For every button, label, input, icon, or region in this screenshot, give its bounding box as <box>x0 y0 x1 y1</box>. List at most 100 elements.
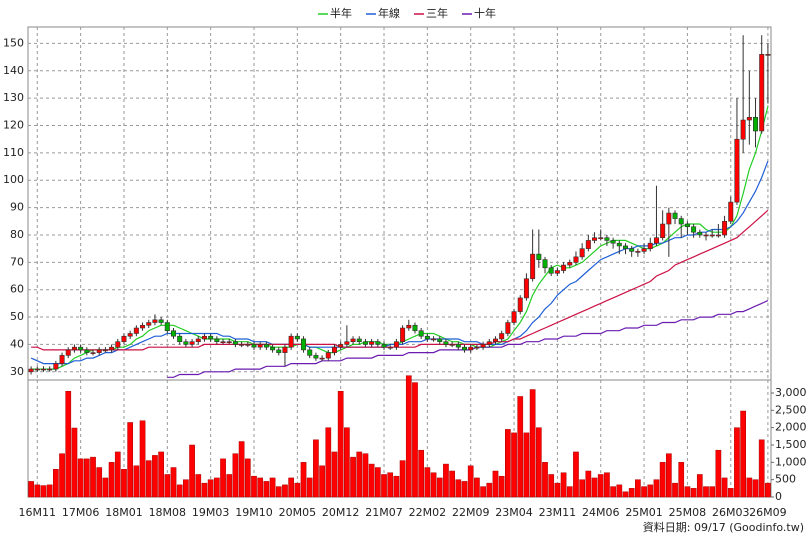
y-tick-label: 140 <box>3 64 24 77</box>
candle-body <box>492 338 498 342</box>
y-tick-label: 50 <box>10 310 24 323</box>
volume-bar <box>696 474 703 498</box>
y-tick-label: 90 <box>10 201 24 214</box>
candle-body <box>728 201 734 222</box>
volume-bar <box>405 375 412 498</box>
candle-body <box>133 327 139 334</box>
volume-bar <box>114 451 121 498</box>
candle-body <box>561 264 567 271</box>
volume-bar <box>300 462 307 498</box>
volume-bar <box>498 475 505 498</box>
y-tick-label: 30 <box>10 365 24 378</box>
volume-bar <box>449 470 455 498</box>
volume-bar <box>641 486 647 498</box>
candle-body <box>536 253 542 260</box>
volume-bar <box>554 482 561 498</box>
x-tick-label: 18M08 <box>149 506 187 519</box>
volume-bar <box>102 477 109 498</box>
candle-body <box>554 270 560 274</box>
volume-bar <box>734 427 740 498</box>
volume-bar <box>597 474 604 498</box>
candle-body <box>127 333 133 337</box>
candle-body <box>331 346 337 353</box>
volume-bar <box>727 488 734 498</box>
candle-body <box>530 253 536 280</box>
candle-body <box>78 346 84 351</box>
volume-bar <box>34 484 41 498</box>
candle-body <box>517 297 523 312</box>
volume-bar <box>628 488 635 498</box>
volume-bar <box>573 451 579 498</box>
x-tick-label: 26M03 <box>712 506 750 519</box>
candle-body <box>282 346 288 353</box>
volume-bar <box>461 481 468 498</box>
candle-body <box>462 346 468 351</box>
volume-bar <box>715 449 722 498</box>
candle-body <box>177 335 183 342</box>
volume-bar <box>238 441 245 498</box>
volume-bar <box>344 427 350 498</box>
candle-body <box>325 352 331 359</box>
x-tick-label: 25M08 <box>669 506 707 519</box>
volume-bar <box>591 477 598 498</box>
candle-body <box>53 363 59 370</box>
volume-bar <box>65 391 72 498</box>
y2-tick-label: 1,000 <box>775 455 807 468</box>
candle-body <box>189 341 195 345</box>
candle-body <box>684 223 690 228</box>
candle-body <box>102 349 108 352</box>
volume-bar <box>678 462 685 498</box>
candle-body <box>251 344 257 348</box>
y-tick-label: 40 <box>10 337 24 350</box>
volume-bar <box>368 463 375 498</box>
x-tick-label: 21M07 <box>365 506 403 519</box>
x-tick-label: 19M10 <box>235 506 273 519</box>
volume-bar <box>393 475 400 498</box>
candle-body <box>362 341 368 345</box>
candle-body <box>257 344 263 348</box>
volume-bar <box>659 462 666 498</box>
x-tick-label: 20M05 <box>279 506 317 519</box>
candle-body <box>734 138 740 203</box>
volume-bar <box>319 465 325 498</box>
x-tick-label: 17M06 <box>62 506 100 519</box>
volume-bar <box>158 451 164 498</box>
volume-bar <box>121 469 127 498</box>
candle-body <box>232 341 238 345</box>
candle-body <box>672 212 678 219</box>
volume-bar <box>752 479 759 498</box>
candle-body <box>474 346 480 349</box>
candle-body <box>573 256 579 263</box>
candle-body <box>610 240 616 244</box>
candle-body <box>301 338 307 351</box>
x-tick-label: 23M04 <box>495 506 533 519</box>
volume-panel <box>27 379 772 498</box>
volume-bar <box>436 477 443 498</box>
volume-bar <box>251 475 257 498</box>
volume-bar <box>505 429 511 498</box>
y2-tick-label: 2,500 <box>775 403 807 416</box>
volume-bar <box>207 479 214 498</box>
volume-bar <box>610 486 616 498</box>
volume-bar <box>523 432 530 498</box>
candle-body <box>622 245 628 249</box>
candle-body <box>276 349 282 353</box>
volume-bar <box>275 486 282 498</box>
candle-body <box>369 341 375 345</box>
candle-body <box>65 349 71 356</box>
candle-body <box>313 355 319 359</box>
candle-body <box>270 346 276 351</box>
volume-bar <box>201 482 208 498</box>
candle-body <box>759 54 765 132</box>
volume-bar <box>356 451 363 498</box>
volume-bar <box>189 444 195 498</box>
volume-bar <box>548 474 555 498</box>
y-tick-label: 70 <box>10 255 24 268</box>
candle-body <box>437 338 443 342</box>
volume-bar <box>480 486 486 498</box>
volume-bar <box>616 484 623 498</box>
candle-body <box>412 324 418 332</box>
candle-body <box>220 341 226 343</box>
candle-body <box>381 344 387 348</box>
candle-body <box>449 344 455 346</box>
